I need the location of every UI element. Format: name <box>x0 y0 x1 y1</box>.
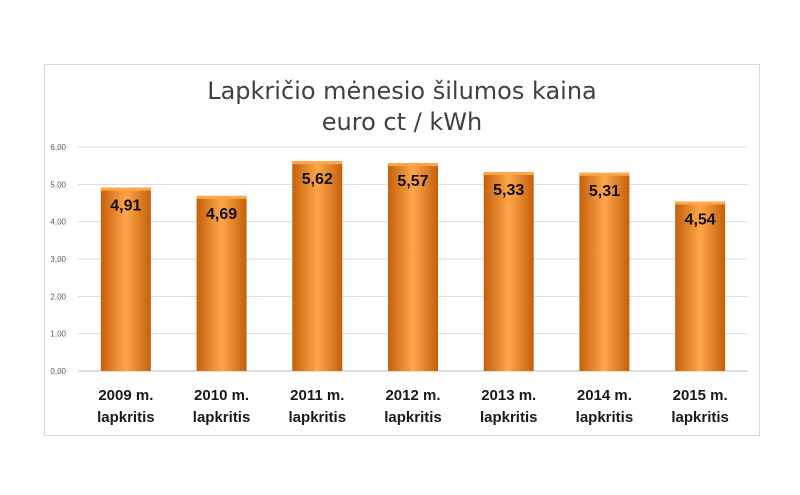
bar <box>388 163 438 371</box>
x-tick-label: lapkritis <box>671 409 729 426</box>
bars <box>100 161 726 371</box>
chart-title: Lapkričio mėnesio šilumos kaina euro ct … <box>44 76 760 138</box>
data-labels: 4,91 4,69 5,62 5,57 5,33 5,31 4,54 <box>110 171 716 228</box>
bar-top-cap <box>100 187 151 191</box>
bar <box>483 172 534 371</box>
x-tick-label: 2009 m. <box>98 387 153 404</box>
bar <box>100 187 151 371</box>
data-label: 4,91 <box>110 198 141 215</box>
x-tick-label: lapkritis <box>97 409 155 426</box>
y-axis: 0,00 1,00 2,00 3,00 4,00 5,00 6,00 <box>50 143 66 376</box>
bar-top-cap <box>675 201 726 205</box>
x-tick-label: 2010 m. <box>194 387 249 404</box>
x-tick-label: 2013 m. <box>481 387 536 404</box>
data-label: 4,69 <box>206 206 237 223</box>
y-tick-label: 0,00 <box>50 367 66 376</box>
data-label: 5,33 <box>493 182 524 199</box>
y-tick-label: 1,00 <box>50 330 66 339</box>
x-tick-label: lapkritis <box>480 409 538 426</box>
bar <box>196 195 247 371</box>
bar-top-cap <box>292 161 343 165</box>
bar <box>292 161 343 371</box>
y-tick-label: 4,00 <box>50 218 66 227</box>
y-tick-label: 5,00 <box>50 180 66 189</box>
x-tick-label: 2015 m. <box>673 387 728 404</box>
x-tick-label: 2014 m. <box>577 387 632 404</box>
data-label: 5,57 <box>397 173 428 190</box>
bar-top-cap <box>196 195 247 199</box>
chart-title-line-2: euro ct / kWh <box>321 108 483 136</box>
x-tick-label: lapkritis <box>384 409 442 426</box>
data-label: 5,62 <box>302 171 333 188</box>
data-label: 4,54 <box>685 212 716 229</box>
x-tick-label: lapkritis <box>193 409 251 426</box>
y-tick-label: 6,00 <box>50 143 66 152</box>
bar <box>675 201 726 371</box>
x-tick-label: 2011 m. <box>290 387 344 404</box>
x-axis: 2009 m. lapkritis 2010 m. lapkritis 2011 m. l… <box>97 387 729 426</box>
y-tick-label: 2,00 <box>50 292 66 301</box>
bar <box>579 172 630 371</box>
bar-top-cap <box>483 172 534 176</box>
data-label: 5,31 <box>589 183 620 200</box>
x-tick-label: lapkritis <box>576 409 634 426</box>
bar-top-cap <box>388 163 438 167</box>
x-tick-label: 2012 m. <box>385 387 440 404</box>
bar-top-cap <box>579 172 630 176</box>
chart-title-line-1: Lapkričio mėnesio šilumos kaina <box>207 77 597 105</box>
x-tick-label: lapkritis <box>289 409 347 426</box>
y-tick-label: 3,00 <box>50 255 66 264</box>
